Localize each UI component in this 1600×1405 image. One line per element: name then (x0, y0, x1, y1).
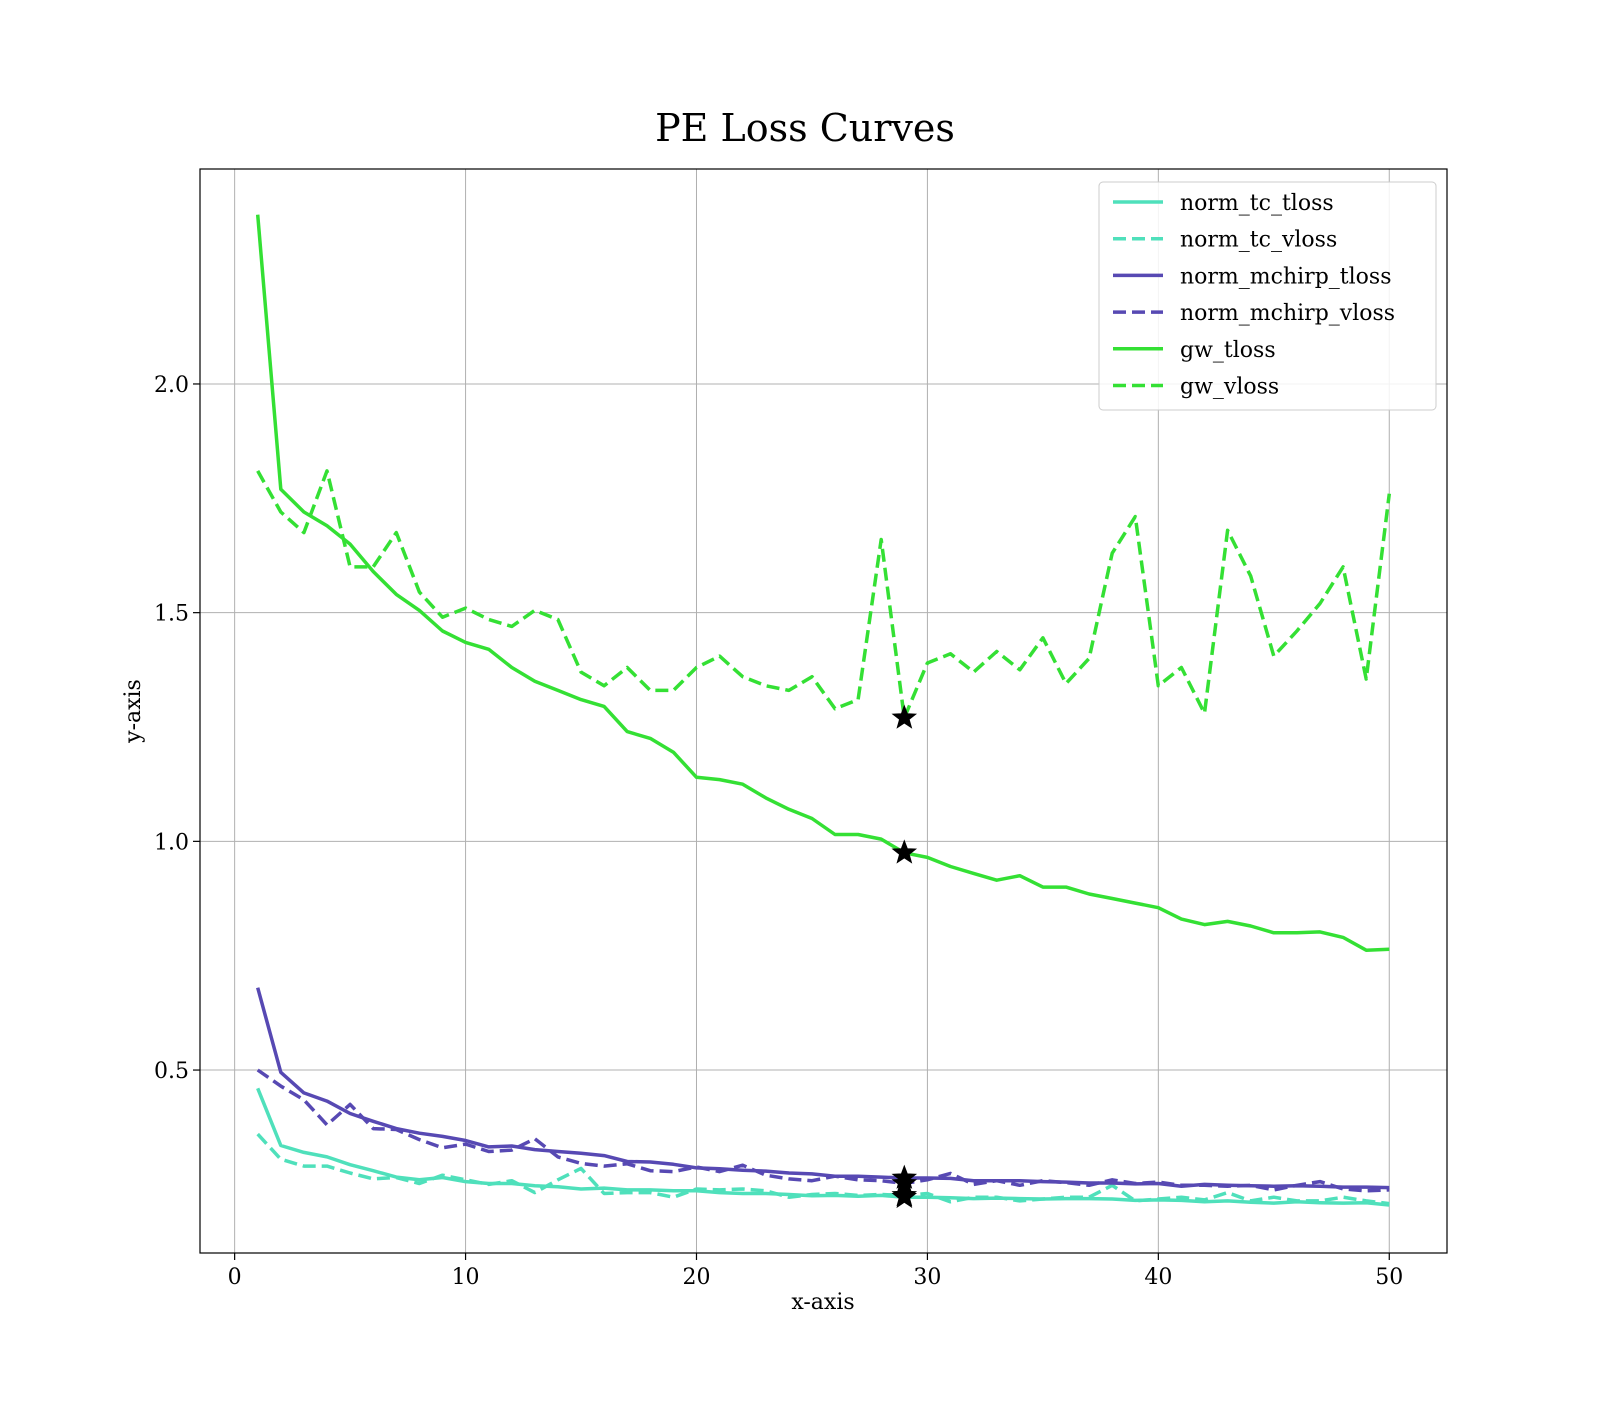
series-line-gw-tloss (255, 214, 1390, 952)
best-epoch-star-marker (891, 1183, 918, 1209)
legend-label-norm-mchirp-vloss: norm_mchirp_vloss (1180, 301, 1395, 326)
x-tick-label: 0 (228, 1265, 242, 1290)
series-line-gw-vloss (256, 469, 1392, 720)
y-tick-label: 1.0 (154, 830, 189, 855)
legend-label-norm-tc-tloss: norm_tc_tloss (1180, 191, 1334, 216)
legend-label-gw-vloss: gw_vloss (1180, 375, 1279, 400)
x-axis-label: x-axis (791, 1290, 854, 1315)
x-tick-label: 40 (1144, 1265, 1172, 1290)
y-tick-label: 0.5 (154, 1059, 189, 1084)
legend-label-norm-mchirp-tloss: norm_mchirp_tloss (1180, 264, 1391, 289)
legend-label-norm-tc-vloss: norm_tc_vloss (1180, 228, 1337, 253)
best-epoch-star-marker (891, 839, 918, 864)
legend: norm_tc_tloss norm_tc_vloss norm_mchirp_tl… (1098, 181, 1437, 411)
chart-title: PE Loss Curves (655, 106, 955, 150)
x-tick-label: 30 (913, 1265, 941, 1290)
y-tick-label: 1.5 (154, 602, 189, 627)
series-lines (255, 214, 1392, 1207)
series-line-norm-tc-tloss (256, 1087, 1390, 1207)
x-tick-label: 10 (452, 1265, 480, 1290)
x-tick-label: 50 (1375, 1265, 1403, 1290)
series-line-norm-mchirp-vloss (256, 1068, 1390, 1193)
best-epoch-star-marker (891, 704, 918, 729)
best-epoch-markers (891, 704, 918, 1209)
plot-frame (199, 168, 1448, 1254)
legend-label-gw-tloss: gw_tloss (1180, 338, 1276, 363)
y-axis-label: y-axis (121, 679, 146, 744)
legend-box (1098, 181, 1437, 411)
axis-ticks: 0 10 20 30 40 50 0.5 1.0 1.5 2.0 (154, 373, 1403, 1290)
x-tick-label: 20 (682, 1265, 710, 1290)
series-line-norm-tc-vloss (256, 1132, 1390, 1206)
y-tick-label: 2.0 (154, 373, 189, 398)
